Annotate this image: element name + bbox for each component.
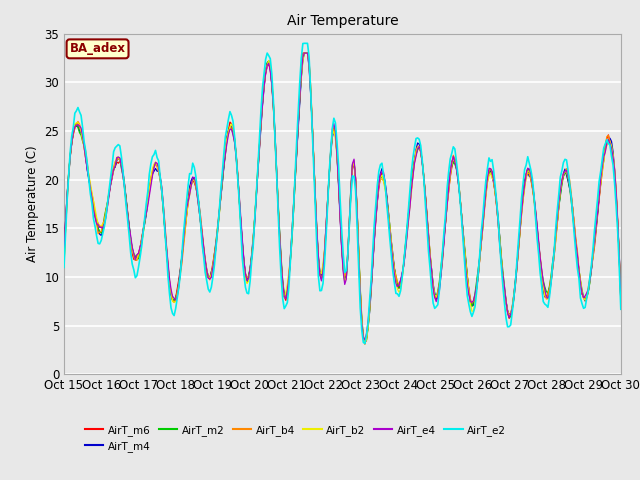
AirT_b2 xyxy=(301,50,308,56)
AirT_m2 xyxy=(589,252,596,258)
AirT_e2 xyxy=(301,40,308,46)
AirT_m2 xyxy=(129,245,136,251)
Legend: AirT_m6, AirT_m4, AirT_m2, AirT_b4, AirT_b2, AirT_e4, AirT_e2: AirT_m6, AirT_m4, AirT_m2, AirT_b4, AirT… xyxy=(81,420,510,456)
AirT_e2 xyxy=(254,165,262,170)
Line: AirT_b2: AirT_b2 xyxy=(64,53,621,342)
AirT_m6 xyxy=(305,57,313,63)
AirT_m2 xyxy=(301,50,308,56)
Line: AirT_m6: AirT_m6 xyxy=(64,53,621,343)
AirT_m2 xyxy=(305,60,313,65)
AirT_b4 xyxy=(226,124,234,130)
AirT_m4 xyxy=(60,252,68,257)
AirT_e4 xyxy=(244,276,252,281)
AirT_m4 xyxy=(305,64,313,70)
AirT_b2 xyxy=(589,255,596,261)
AirT_m6 xyxy=(361,340,369,346)
Title: Air Temperature: Air Temperature xyxy=(287,14,398,28)
AirT_e4 xyxy=(226,127,234,132)
AirT_b4 xyxy=(301,50,308,56)
AirT_e2 xyxy=(129,261,136,267)
Line: AirT_e2: AirT_e2 xyxy=(64,43,621,344)
AirT_b2 xyxy=(361,339,369,345)
AirT_b4 xyxy=(361,341,369,347)
Y-axis label: Air Temperature (C): Air Temperature (C) xyxy=(26,146,38,262)
Line: AirT_e4: AirT_e4 xyxy=(64,53,621,340)
AirT_m6 xyxy=(254,167,262,173)
AirT_m4 xyxy=(254,171,262,177)
AirT_m4 xyxy=(361,341,369,347)
AirT_e2 xyxy=(589,247,596,253)
AirT_m6 xyxy=(589,255,596,261)
AirT_b4 xyxy=(589,253,596,259)
AirT_e2 xyxy=(60,264,68,270)
AirT_e2 xyxy=(305,54,313,60)
AirT_b4 xyxy=(244,274,252,280)
AirT_e2 xyxy=(226,109,234,115)
AirT_b4 xyxy=(305,59,313,65)
AirT_b2 xyxy=(305,62,313,68)
AirT_m6 xyxy=(226,119,234,125)
AirT_e4 xyxy=(254,168,262,174)
AirT_b2 xyxy=(254,167,262,173)
AirT_m4 xyxy=(301,50,308,56)
AirT_m4 xyxy=(244,275,252,280)
AirT_m4 xyxy=(589,252,596,258)
AirT_e4 xyxy=(361,337,369,343)
AirT_m2 xyxy=(617,298,625,304)
AirT_e2 xyxy=(361,341,369,347)
AirT_e2 xyxy=(244,291,252,297)
Line: AirT_m4: AirT_m4 xyxy=(64,53,621,344)
AirT_b2 xyxy=(244,278,252,284)
AirT_m4 xyxy=(226,124,234,130)
AirT_m6 xyxy=(301,50,308,56)
AirT_b4 xyxy=(617,298,625,303)
AirT_e4 xyxy=(60,250,68,256)
AirT_b4 xyxy=(129,247,136,252)
Text: BA_adex: BA_adex xyxy=(70,42,125,55)
AirT_m2 xyxy=(226,124,234,130)
AirT_b2 xyxy=(129,248,136,253)
AirT_m6 xyxy=(129,251,136,256)
AirT_e4 xyxy=(301,50,308,56)
AirT_b2 xyxy=(617,294,625,300)
Line: AirT_m2: AirT_m2 xyxy=(64,53,621,341)
Line: AirT_b4: AirT_b4 xyxy=(64,53,621,344)
AirT_e4 xyxy=(617,298,625,303)
AirT_b4 xyxy=(60,260,68,266)
AirT_e2 xyxy=(617,306,625,312)
AirT_m6 xyxy=(60,251,68,257)
AirT_m6 xyxy=(244,275,252,280)
AirT_m4 xyxy=(617,290,625,296)
AirT_m4 xyxy=(129,247,136,252)
AirT_b2 xyxy=(60,264,68,269)
AirT_b2 xyxy=(226,124,234,130)
AirT_e4 xyxy=(305,62,313,68)
AirT_m2 xyxy=(60,260,68,266)
AirT_m6 xyxy=(617,296,625,302)
AirT_m2 xyxy=(361,338,369,344)
AirT_e4 xyxy=(129,244,136,250)
AirT_m2 xyxy=(244,273,252,278)
AirT_e4 xyxy=(589,251,596,256)
AirT_m2 xyxy=(254,164,262,170)
AirT_b4 xyxy=(254,168,262,174)
